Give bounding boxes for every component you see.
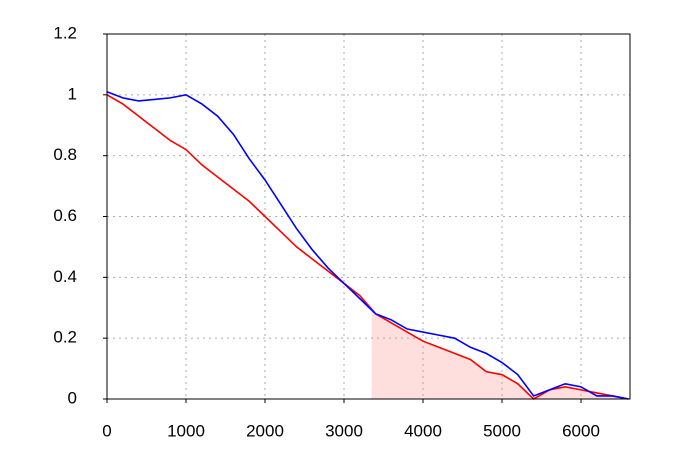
x-tick-label: 3000 (325, 421, 363, 440)
y-tick-label: 0.2 (53, 328, 77, 347)
plot-area: 0 0.2 0.4 0.6 0.8 1 1.2 0 1000 2000 3000 4000 5000 60… (53, 23, 630, 440)
x-tick-label: 5000 (483, 421, 521, 440)
y-tick-label: 0.6 (53, 206, 77, 225)
line-series (106, 91, 629, 400)
y-tick-label: 0 (68, 388, 77, 407)
y-tick-label: 1.2 (53, 23, 77, 42)
x-tick-label: 0 (102, 421, 111, 440)
y-tick-label: 1 (68, 84, 77, 103)
x-tick-label: 6000 (562, 421, 600, 440)
x-tick-label: 2000 (246, 421, 284, 440)
x-tick-label: 1000 (167, 421, 205, 440)
y-tick-label: 0.8 (53, 145, 77, 164)
y-tick-label: 0.4 (53, 267, 77, 286)
line-series (106, 94, 629, 400)
shaded-area (371, 309, 629, 399)
x-tick-label: 4000 (404, 421, 442, 440)
plot-frame (106, 33, 631, 400)
